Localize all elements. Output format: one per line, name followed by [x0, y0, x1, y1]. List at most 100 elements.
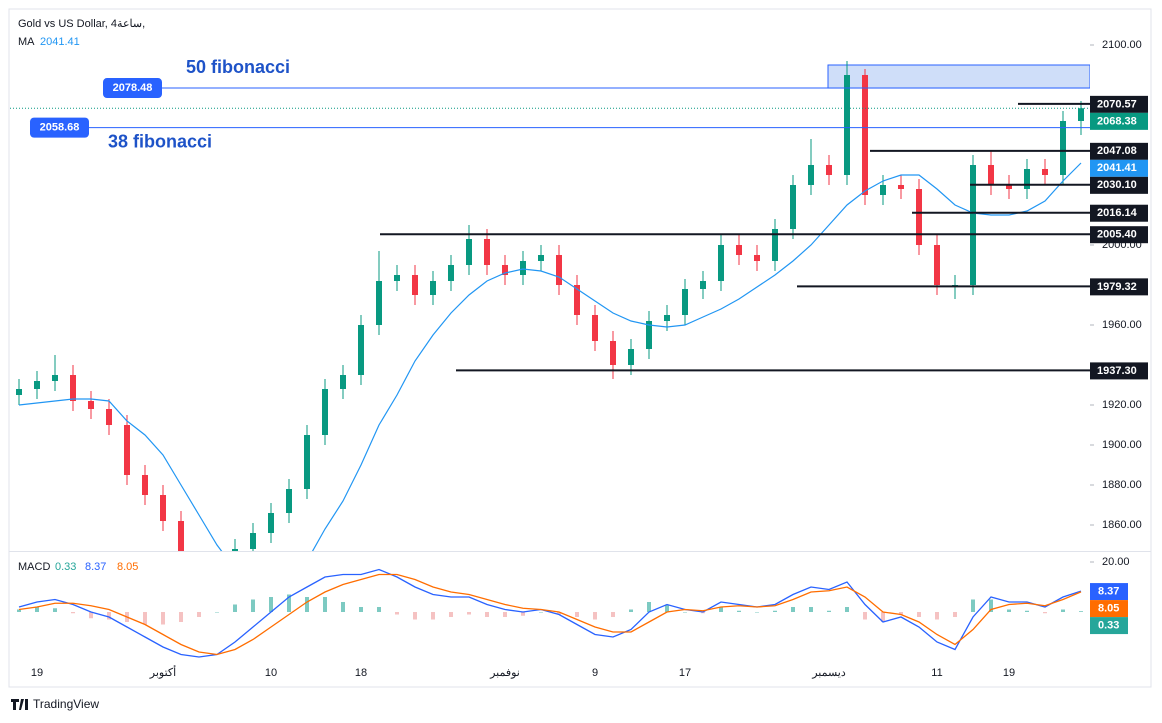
y-tick-label: 20.00	[1102, 556, 1130, 568]
y-tick-label: 1860.00	[1102, 519, 1142, 531]
candle-body	[502, 265, 508, 275]
price-tag-label: 2005.40	[1097, 229, 1137, 241]
macd-tag	[1090, 600, 1128, 618]
macd-histogram-bar	[467, 612, 471, 615]
candle-body	[430, 281, 436, 295]
macd-histogram-bar	[953, 612, 957, 617]
candle-body	[106, 409, 112, 425]
macd-tag-label: 8.37	[1098, 585, 1119, 597]
y-tick-label: 1920.00	[1102, 399, 1142, 411]
macd-line	[18, 573, 1082, 656]
y-tick-label: 1900.00	[1102, 439, 1142, 451]
macd-histogram-bar	[809, 607, 813, 612]
macd-histogram-bar	[251, 599, 255, 612]
macd-histogram-bar	[935, 612, 939, 620]
price-tag	[1090, 226, 1148, 244]
candle-body	[664, 315, 670, 321]
macd-histogram-bar	[1007, 609, 1011, 612]
macd-histogram-bar	[683, 612, 687, 613]
candle-body	[1078, 108, 1084, 121]
price-tag	[1090, 159, 1148, 177]
symbol: Gold vs US Dollar, 4ساعة,	[18, 18, 145, 30]
macd-histogram-bar	[773, 610, 777, 612]
fib-tag	[103, 78, 162, 99]
candle-body	[880, 185, 886, 195]
candle-body	[250, 533, 256, 549]
candle-body	[538, 255, 544, 261]
price-tag-label: 2068.38	[1097, 115, 1137, 127]
price-tag	[1090, 278, 1148, 296]
candle-body	[628, 349, 634, 365]
macd-histogram-bar	[287, 594, 291, 612]
macd-histogram-bar	[359, 607, 363, 612]
candle-body	[196, 565, 202, 595]
macd-histogram-bar	[449, 612, 453, 617]
macd-histogram-bar	[629, 609, 633, 612]
macd-histogram-bar	[539, 612, 543, 613]
macd-histogram-bar	[827, 610, 831, 612]
candle-body	[556, 255, 562, 285]
fib-tag	[30, 117, 89, 138]
macd-histogram-bar	[881, 612, 885, 622]
price-tag-label: 2016.14	[1097, 207, 1138, 219]
price-tag-label: 1979.32	[1097, 281, 1137, 293]
candle-body	[322, 389, 328, 435]
candle-body	[304, 435, 310, 489]
candle-body	[736, 245, 742, 255]
candle-body	[808, 165, 814, 185]
macd-histogram-bar	[737, 610, 741, 612]
candle-body	[394, 275, 400, 281]
candle-body	[34, 381, 40, 389]
macd-histogram-bar	[611, 612, 615, 617]
macd-histogram-bar	[305, 597, 309, 612]
candle-body	[772, 229, 778, 261]
candle-body	[1060, 121, 1066, 175]
x-tick-label: أكتوبر	[149, 665, 176, 679]
price-tag	[1090, 204, 1148, 222]
macd-histogram-bar	[71, 612, 75, 614]
macd-histogram-bar	[755, 612, 759, 613]
price-tag	[1090, 112, 1148, 130]
macd-histogram-bar	[647, 602, 651, 612]
macd-histogram-bar	[17, 609, 21, 612]
candle-body	[592, 315, 598, 341]
macd-histogram-bar	[53, 608, 57, 612]
candle-body	[1024, 169, 1030, 189]
y-tick-label: 2100.00	[1102, 39, 1142, 51]
candle-body	[358, 325, 364, 375]
macd-histogram-bar	[1061, 609, 1065, 612]
macd-title: MACD	[18, 561, 50, 573]
frame	[8, 8, 1152, 688]
candle-body	[466, 239, 472, 265]
macd-histogram-bar	[179, 612, 183, 622]
candle-body	[700, 281, 706, 289]
candle-body	[160, 495, 166, 521]
macd-histogram-bar	[719, 607, 723, 612]
candle-body	[16, 389, 22, 395]
macd-histogram-bar	[791, 607, 795, 612]
candle-body	[124, 425, 130, 475]
price-tag	[1090, 176, 1148, 194]
macd-hist-value: 0.33	[55, 561, 76, 573]
ma-label: MA	[18, 36, 35, 48]
candle-body	[862, 75, 868, 195]
candle-body	[178, 521, 184, 551]
x-tick-label: 19	[31, 667, 43, 679]
macd-histogram-bar	[899, 612, 903, 615]
candle-body	[448, 265, 454, 281]
candle-body	[790, 185, 796, 229]
candle-body	[70, 375, 76, 401]
macd-histogram-bar	[557, 612, 561, 615]
macd-histogram-bar	[395, 612, 399, 615]
macd-histogram-bar	[143, 612, 147, 625]
x-tick-label: نوفمبر	[489, 667, 520, 679]
price-pane	[10, 61, 1090, 595]
macd-histogram-bar	[431, 612, 435, 620]
candle-body	[52, 375, 58, 381]
y-tick-label: 1880.00	[1102, 479, 1142, 491]
macd-histogram-bar	[485, 612, 489, 617]
macd-histogram-bar	[971, 599, 975, 612]
candle-body	[898, 185, 904, 189]
macd-line-value: 8.37	[85, 561, 106, 573]
price-tag-label: 1937.30	[1097, 365, 1137, 377]
